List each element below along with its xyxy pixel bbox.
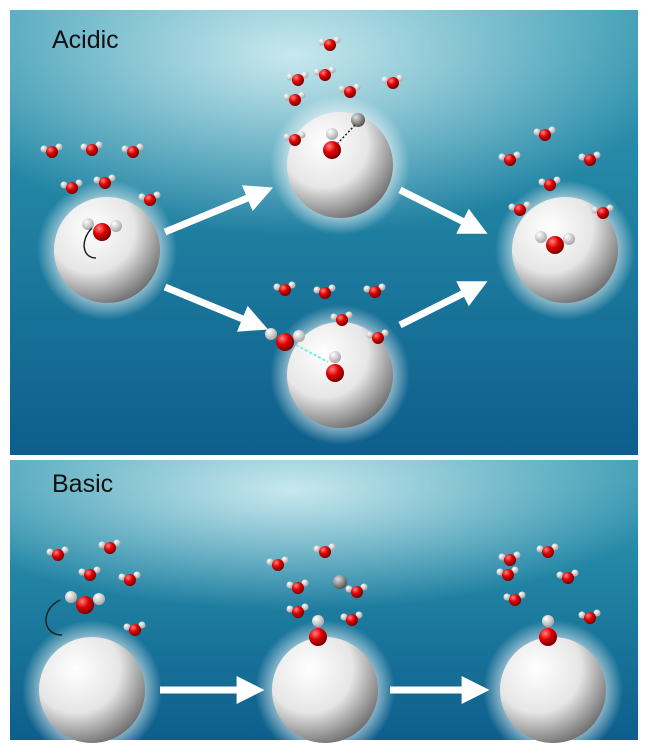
proton — [333, 575, 347, 589]
panel-label: Acidic — [52, 26, 119, 54]
figure: Acidic — [0, 0, 648, 751]
acidic-panel: Acidic — [10, 10, 638, 455]
sphere — [37, 180, 177, 320]
proton — [351, 113, 365, 127]
panel-label: Basic — [52, 470, 113, 498]
sphere — [270, 95, 410, 235]
sphere — [495, 180, 635, 320]
basic-panel: Basic — [10, 460, 638, 751]
